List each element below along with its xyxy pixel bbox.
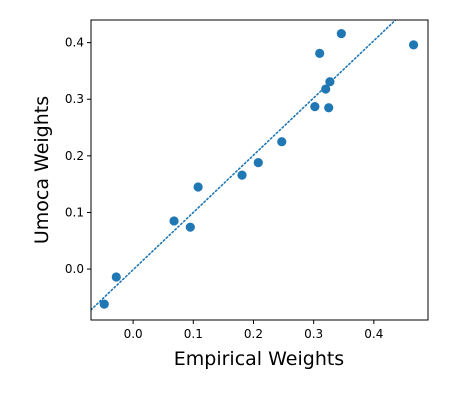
data-point	[237, 170, 246, 179]
points-layer	[100, 29, 419, 309]
data-point	[254, 158, 263, 167]
y-tick-label: 0.3	[65, 92, 84, 106]
x-tick-label: 0.3	[304, 327, 323, 341]
data-point	[100, 300, 109, 309]
data-point	[310, 102, 319, 111]
x-axis-label: Empirical Weights	[174, 348, 344, 370]
fit-line	[91, 18, 398, 310]
data-point	[315, 49, 324, 58]
data-point	[324, 103, 333, 112]
x-axis: 0.0 0.1 0.2 0.3 0.4	[124, 320, 384, 341]
data-point	[409, 40, 418, 49]
y-axis: 0.0 0.1 0.2 0.3 0.4	[65, 36, 91, 276]
data-point	[194, 182, 203, 191]
data-point	[169, 216, 178, 225]
data-point	[325, 77, 334, 86]
data-point	[337, 29, 346, 38]
data-point	[277, 137, 286, 146]
fit-line-layer	[91, 18, 398, 310]
y-axis-label: Umoca Weights	[31, 96, 53, 244]
x-tick-label: 0.4	[364, 327, 383, 341]
x-tick-label: 0.2	[244, 327, 263, 341]
data-point	[112, 272, 121, 281]
x-tick-label: 0.0	[124, 327, 143, 341]
x-tick-label: 0.1	[184, 327, 203, 341]
y-tick-label: 0.1	[65, 205, 84, 219]
y-tick-label: 0.0	[65, 262, 84, 276]
plot-area-frame	[91, 20, 428, 320]
y-tick-label: 0.4	[65, 36, 84, 50]
y-tick-label: 0.2	[65, 149, 84, 163]
data-point	[186, 223, 195, 232]
